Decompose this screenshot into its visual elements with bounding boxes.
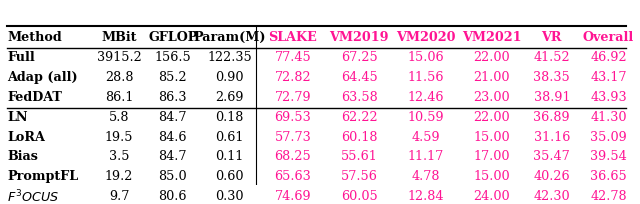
Text: 43.93: 43.93 xyxy=(590,91,627,104)
Text: 42.30: 42.30 xyxy=(534,190,570,203)
Text: 15.06: 15.06 xyxy=(407,51,444,64)
Text: PromptFL: PromptFL xyxy=(7,170,78,183)
Text: 55.61: 55.61 xyxy=(340,150,378,163)
Text: 57.73: 57.73 xyxy=(275,131,311,144)
Text: 12.84: 12.84 xyxy=(407,190,444,203)
Text: 84.7: 84.7 xyxy=(159,111,187,124)
Text: 4.59: 4.59 xyxy=(411,131,440,144)
Text: 46.92: 46.92 xyxy=(590,51,627,64)
Text: 0.30: 0.30 xyxy=(216,190,244,203)
Text: 0.11: 0.11 xyxy=(216,150,244,163)
Text: 63.58: 63.58 xyxy=(340,91,378,104)
Text: 2.69: 2.69 xyxy=(216,91,244,104)
Text: 24.00: 24.00 xyxy=(474,190,510,203)
Text: 3915.2: 3915.2 xyxy=(97,51,141,64)
Text: 41.52: 41.52 xyxy=(534,51,570,64)
Text: 35.47: 35.47 xyxy=(533,150,570,163)
Text: 15.00: 15.00 xyxy=(474,170,510,183)
Text: 72.79: 72.79 xyxy=(275,91,311,104)
Text: 41.30: 41.30 xyxy=(590,111,627,124)
Text: 12.46: 12.46 xyxy=(407,91,444,104)
Text: GFLOP: GFLOP xyxy=(148,31,198,44)
Text: $\it{F}^3\it{OCUS}$: $\it{F}^3\it{OCUS}$ xyxy=(7,188,59,204)
Text: 42.78: 42.78 xyxy=(590,190,627,203)
Text: 35.09: 35.09 xyxy=(590,131,627,144)
Text: 5.8: 5.8 xyxy=(109,111,129,124)
Text: 60.05: 60.05 xyxy=(340,190,378,203)
Text: Bias: Bias xyxy=(7,150,38,163)
Text: SLAKE: SLAKE xyxy=(268,31,317,44)
Text: 21.00: 21.00 xyxy=(474,71,510,84)
Text: 86.1: 86.1 xyxy=(105,91,133,104)
Text: 156.5: 156.5 xyxy=(154,51,191,64)
Text: 80.6: 80.6 xyxy=(159,190,187,203)
Text: FedDAT: FedDAT xyxy=(7,91,62,104)
Text: 60.18: 60.18 xyxy=(341,131,378,144)
Text: 36.65: 36.65 xyxy=(590,170,627,183)
Text: Param(M): Param(M) xyxy=(193,31,266,44)
Text: 23.00: 23.00 xyxy=(474,91,510,104)
Text: 0.60: 0.60 xyxy=(216,170,244,183)
Text: 122.35: 122.35 xyxy=(207,51,252,64)
Text: 74.69: 74.69 xyxy=(275,190,311,203)
Text: LN: LN xyxy=(7,111,28,124)
Text: 86.3: 86.3 xyxy=(159,91,187,104)
Text: VM2020: VM2020 xyxy=(396,31,455,44)
Text: 65.63: 65.63 xyxy=(275,170,311,183)
Text: 0.61: 0.61 xyxy=(216,131,244,144)
Text: 39.54: 39.54 xyxy=(590,150,627,163)
Text: 3.5: 3.5 xyxy=(109,150,129,163)
Text: 69.53: 69.53 xyxy=(275,111,311,124)
Text: LoRA: LoRA xyxy=(7,131,45,144)
Text: 85.2: 85.2 xyxy=(159,71,187,84)
Text: 85.0: 85.0 xyxy=(159,170,187,183)
Text: 72.82: 72.82 xyxy=(275,71,311,84)
Text: Adap (all): Adap (all) xyxy=(7,71,77,84)
Text: 67.25: 67.25 xyxy=(340,51,378,64)
Text: 31.16: 31.16 xyxy=(534,131,570,144)
Text: 4.78: 4.78 xyxy=(411,170,440,183)
Text: 11.56: 11.56 xyxy=(407,71,444,84)
Text: Method: Method xyxy=(7,31,62,44)
Text: 36.89: 36.89 xyxy=(534,111,570,124)
Text: 0.90: 0.90 xyxy=(216,71,244,84)
Text: 57.56: 57.56 xyxy=(340,170,378,183)
Text: 10.59: 10.59 xyxy=(407,111,444,124)
Text: 28.8: 28.8 xyxy=(105,71,133,84)
Text: 9.7: 9.7 xyxy=(109,190,129,203)
Text: VM2021: VM2021 xyxy=(462,31,522,44)
Text: 68.25: 68.25 xyxy=(275,150,311,163)
Text: Full: Full xyxy=(7,51,35,64)
Text: 38.35: 38.35 xyxy=(533,71,570,84)
Text: 17.00: 17.00 xyxy=(474,150,510,163)
Text: VR: VR xyxy=(541,31,562,44)
Text: 40.26: 40.26 xyxy=(534,170,570,183)
Text: Overall: Overall xyxy=(583,31,634,44)
Text: MBit: MBit xyxy=(101,31,137,44)
Text: 22.00: 22.00 xyxy=(474,51,510,64)
Text: 84.6: 84.6 xyxy=(159,131,187,144)
Text: 64.45: 64.45 xyxy=(340,71,378,84)
Text: 15.00: 15.00 xyxy=(474,131,510,144)
Text: 11.17: 11.17 xyxy=(407,150,444,163)
Text: 0.18: 0.18 xyxy=(216,111,244,124)
Text: 43.17: 43.17 xyxy=(590,71,627,84)
Text: 22.00: 22.00 xyxy=(474,111,510,124)
Text: 62.22: 62.22 xyxy=(341,111,378,124)
Text: 77.45: 77.45 xyxy=(275,51,311,64)
Text: 19.5: 19.5 xyxy=(105,131,133,144)
Text: 38.91: 38.91 xyxy=(534,91,570,104)
Text: 84.7: 84.7 xyxy=(159,150,187,163)
Text: 19.2: 19.2 xyxy=(105,170,133,183)
Text: VM2019: VM2019 xyxy=(330,31,389,44)
